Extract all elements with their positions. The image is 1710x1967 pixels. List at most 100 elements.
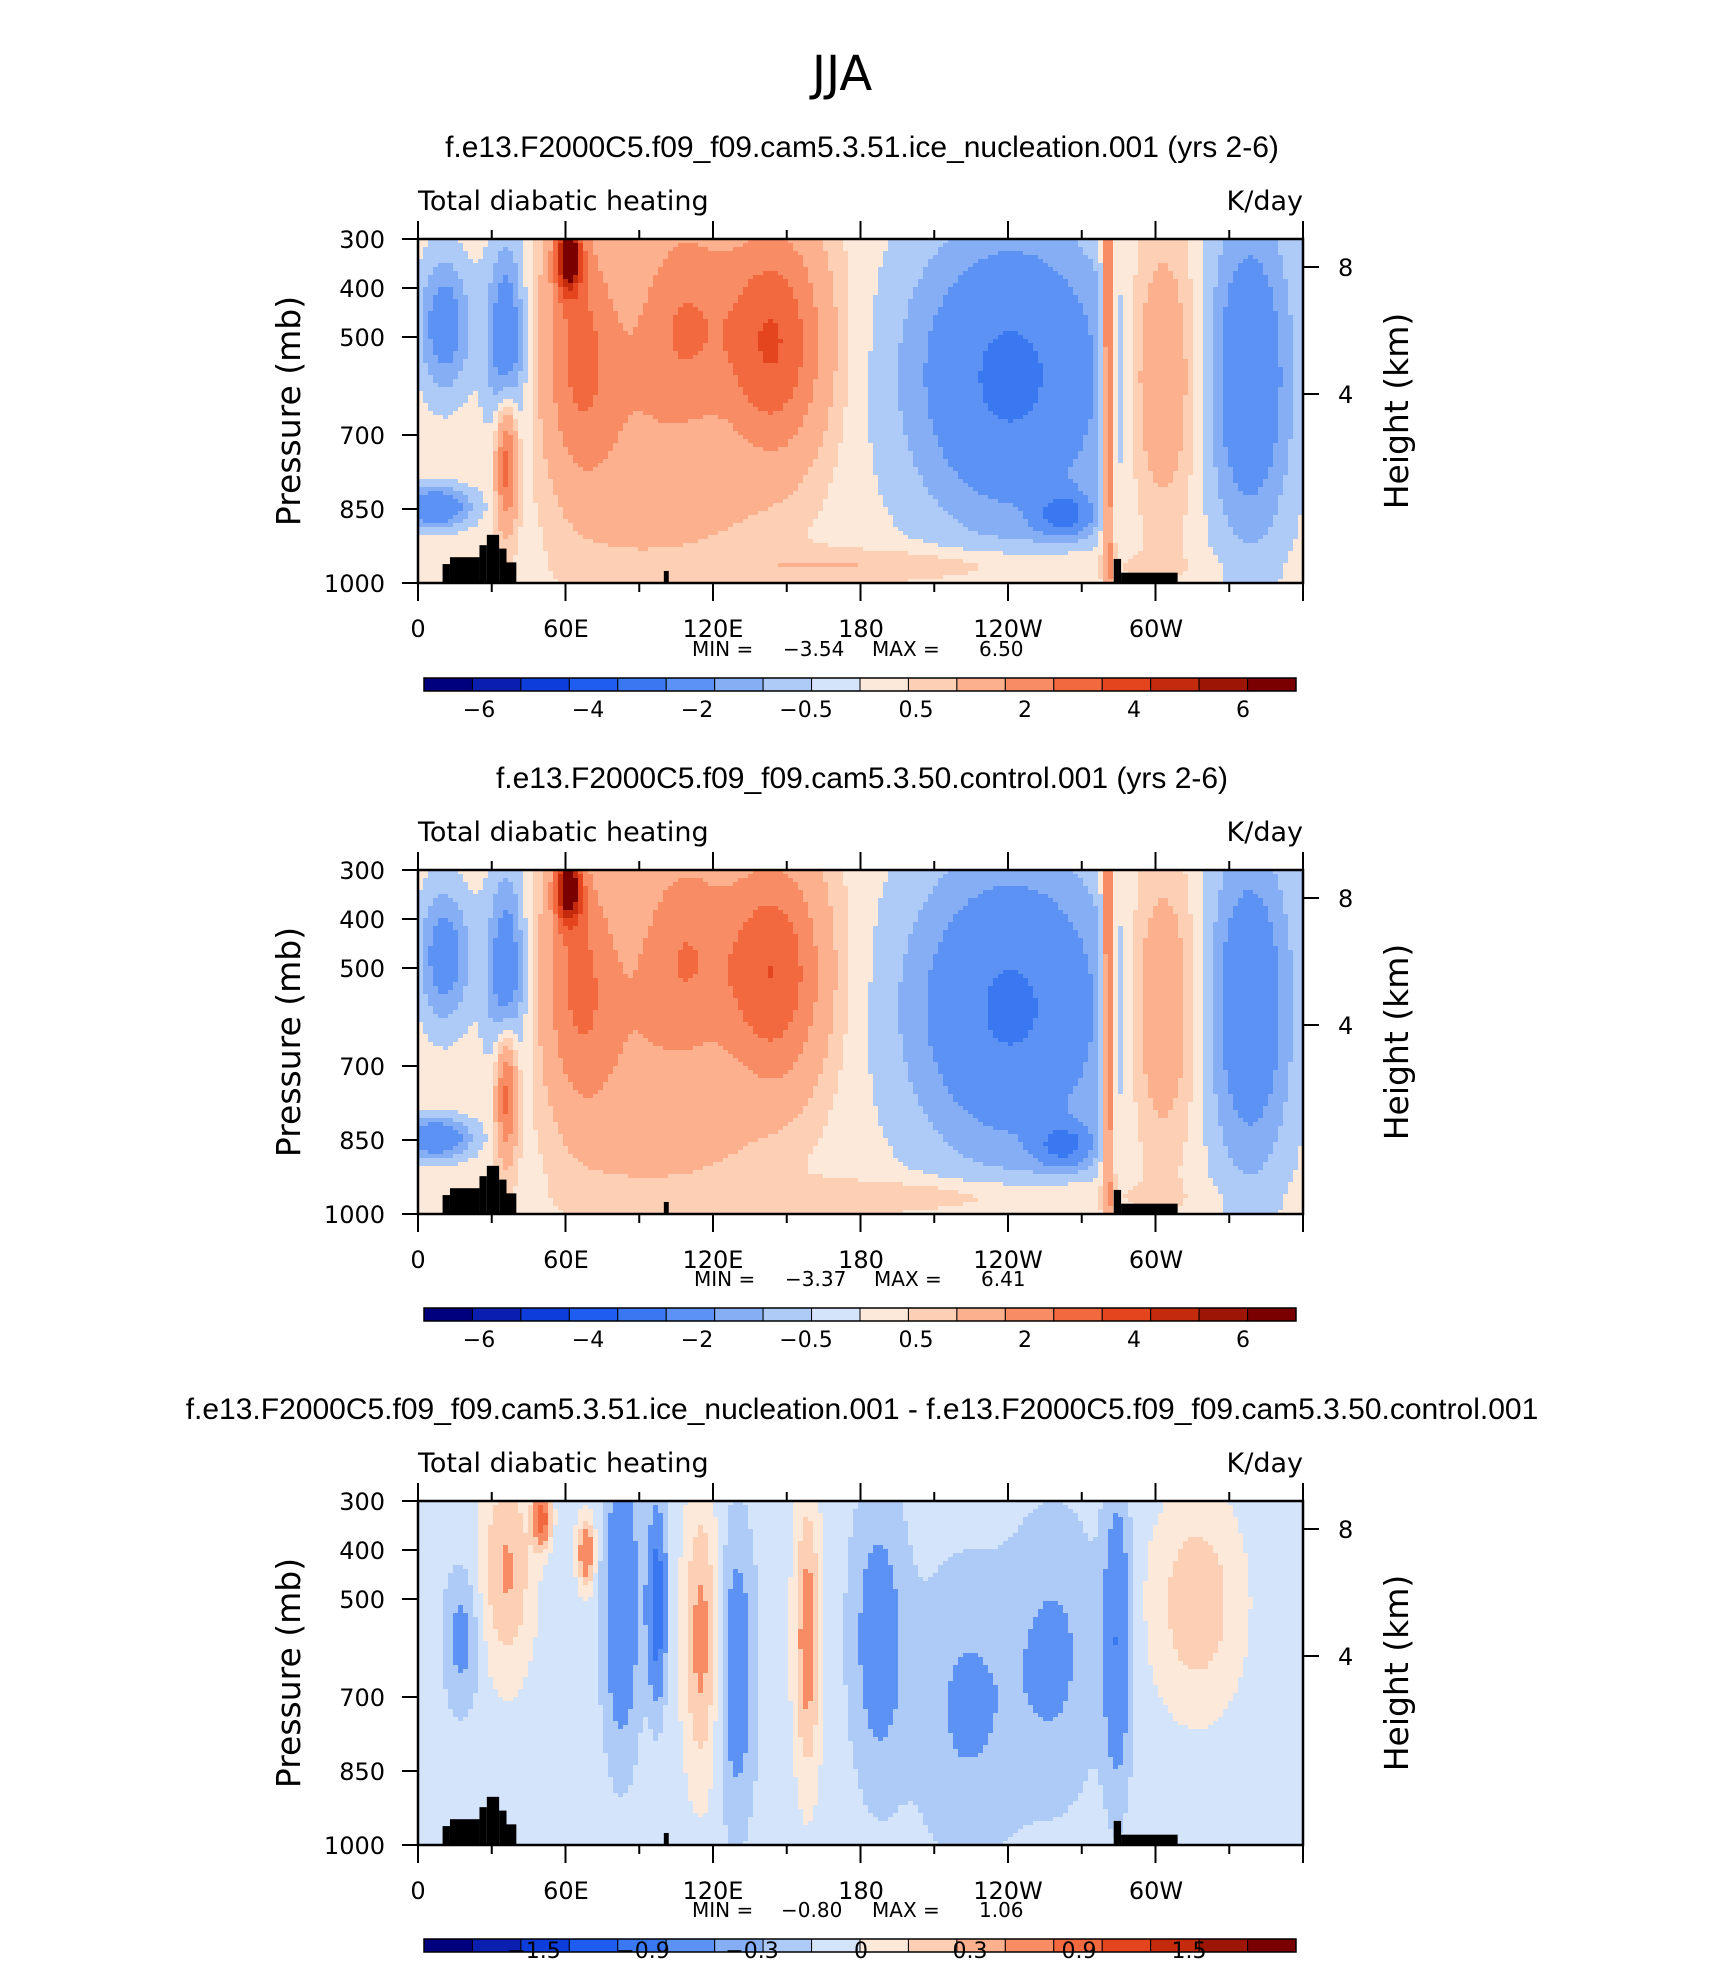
heatmap-cell <box>1233 319 1239 324</box>
heatmap-cell <box>948 279 954 284</box>
heatmap-cell <box>883 315 889 320</box>
heatmap-cell <box>973 255 979 260</box>
heatmap-cell <box>1138 263 1144 268</box>
heatmap-cell <box>948 347 954 352</box>
heatmap-cell <box>728 339 734 344</box>
heatmap-cell <box>1008 307 1014 312</box>
heatmap-cell <box>933 279 939 284</box>
heatmap-cell <box>773 335 779 340</box>
heatmap-cell <box>478 275 484 280</box>
heatmap-cell <box>628 335 634 340</box>
heatmap-cell <box>743 267 749 272</box>
heatmap-cell <box>993 323 999 328</box>
heatmap-cell <box>968 247 974 252</box>
heatmap-cell <box>618 327 624 332</box>
heatmap-cell <box>668 299 674 304</box>
heatmap-cell <box>658 295 664 300</box>
heatmap-cell <box>558 307 564 312</box>
heatmap-cell <box>1258 311 1264 316</box>
heatmap-cell <box>928 311 934 316</box>
heatmap-cell <box>513 283 519 288</box>
heatmap-cell <box>753 291 759 296</box>
heatmap-cell <box>448 335 454 340</box>
heatmap-cell <box>733 335 739 340</box>
heatmap-cell <box>1273 275 1279 280</box>
heatmap-cell <box>933 327 939 332</box>
heatmap-cell <box>858 251 864 256</box>
heatmap-cell <box>643 279 649 284</box>
heatmap-cell <box>1038 251 1044 256</box>
heatmap-cell <box>908 271 914 276</box>
heatmap-cell <box>728 303 734 308</box>
heatmap-cell <box>1023 243 1029 248</box>
heatmap-cell <box>733 347 739 352</box>
heatmap-cell <box>613 323 619 328</box>
heatmap-cell <box>1123 303 1129 308</box>
heatmap-cell <box>638 307 644 312</box>
heatmap-cell <box>1203 307 1209 312</box>
heatmap-cell <box>1088 343 1094 348</box>
heatmap-cell <box>863 339 869 344</box>
heatmap-cell <box>1228 255 1234 260</box>
heatmap-cell <box>1108 343 1114 348</box>
heatmap-cell <box>658 275 664 280</box>
heatmap-cell <box>553 291 559 296</box>
heatmap-cell <box>823 255 829 260</box>
heatmap-cell <box>1258 307 1264 312</box>
heatmap-cell <box>568 291 574 296</box>
heatmap-cell <box>918 319 924 324</box>
heatmap-cell <box>553 311 559 316</box>
heatmap-cell <box>948 255 954 260</box>
heatmap-cell <box>473 323 479 328</box>
heatmap-cell <box>528 303 534 308</box>
heatmap-cell <box>953 343 959 348</box>
heatmap-cell <box>928 335 934 340</box>
heatmap-cell <box>468 299 474 304</box>
heatmap-cell <box>813 275 819 280</box>
heatmap-cell <box>853 279 859 284</box>
heatmap-cell <box>548 255 554 260</box>
heatmap-cell <box>433 259 439 264</box>
heatmap-cell <box>588 255 594 260</box>
heatmap-cell <box>903 267 909 272</box>
heatmap-cell <box>848 331 854 336</box>
heatmap-cell <box>438 291 444 296</box>
heatmap-cell <box>723 263 729 268</box>
heatmap-cell <box>668 255 674 260</box>
heatmap-cell <box>533 247 539 252</box>
heatmap-cell <box>943 331 949 336</box>
heatmap-cell <box>1078 291 1084 296</box>
heatmap-cell <box>853 251 859 256</box>
heatmap-cell <box>1178 263 1184 268</box>
heatmap-cell <box>1198 343 1204 348</box>
heatmap-cell <box>863 303 869 308</box>
heatmap-cell <box>523 283 529 288</box>
heatmap-cell <box>1083 303 1089 308</box>
heatmap-cell <box>853 339 859 344</box>
heatmap-cell <box>593 347 599 352</box>
heatmap-cell <box>803 243 809 248</box>
heatmap-cell <box>828 283 834 288</box>
heatmap-cell <box>988 335 994 340</box>
heatmap-cell <box>588 303 594 308</box>
heatmap-cell <box>918 303 924 308</box>
heatmap-cell <box>703 291 709 296</box>
heatmap-cell <box>958 339 964 344</box>
heatmap-cell <box>1163 291 1169 296</box>
heatmap-cell <box>833 287 839 292</box>
heatmap-cell <box>1083 311 1089 316</box>
heatmap-cell <box>663 343 669 348</box>
heatmap-cell <box>833 279 839 284</box>
heatmap-cell <box>673 323 679 328</box>
heatmap-cell <box>1018 327 1024 332</box>
heatmap-cell <box>648 295 654 300</box>
heatmap-cell <box>613 339 619 344</box>
heatmap-cell <box>1198 251 1204 256</box>
heatmap-cell <box>1213 335 1219 340</box>
heatmap-cell <box>688 295 694 300</box>
heatmap-cell <box>633 267 639 272</box>
heatmap-cell <box>528 275 534 280</box>
heatmap-cell <box>1033 343 1039 348</box>
heatmap-cell <box>1003 243 1009 248</box>
heatmap-cell <box>573 259 579 264</box>
